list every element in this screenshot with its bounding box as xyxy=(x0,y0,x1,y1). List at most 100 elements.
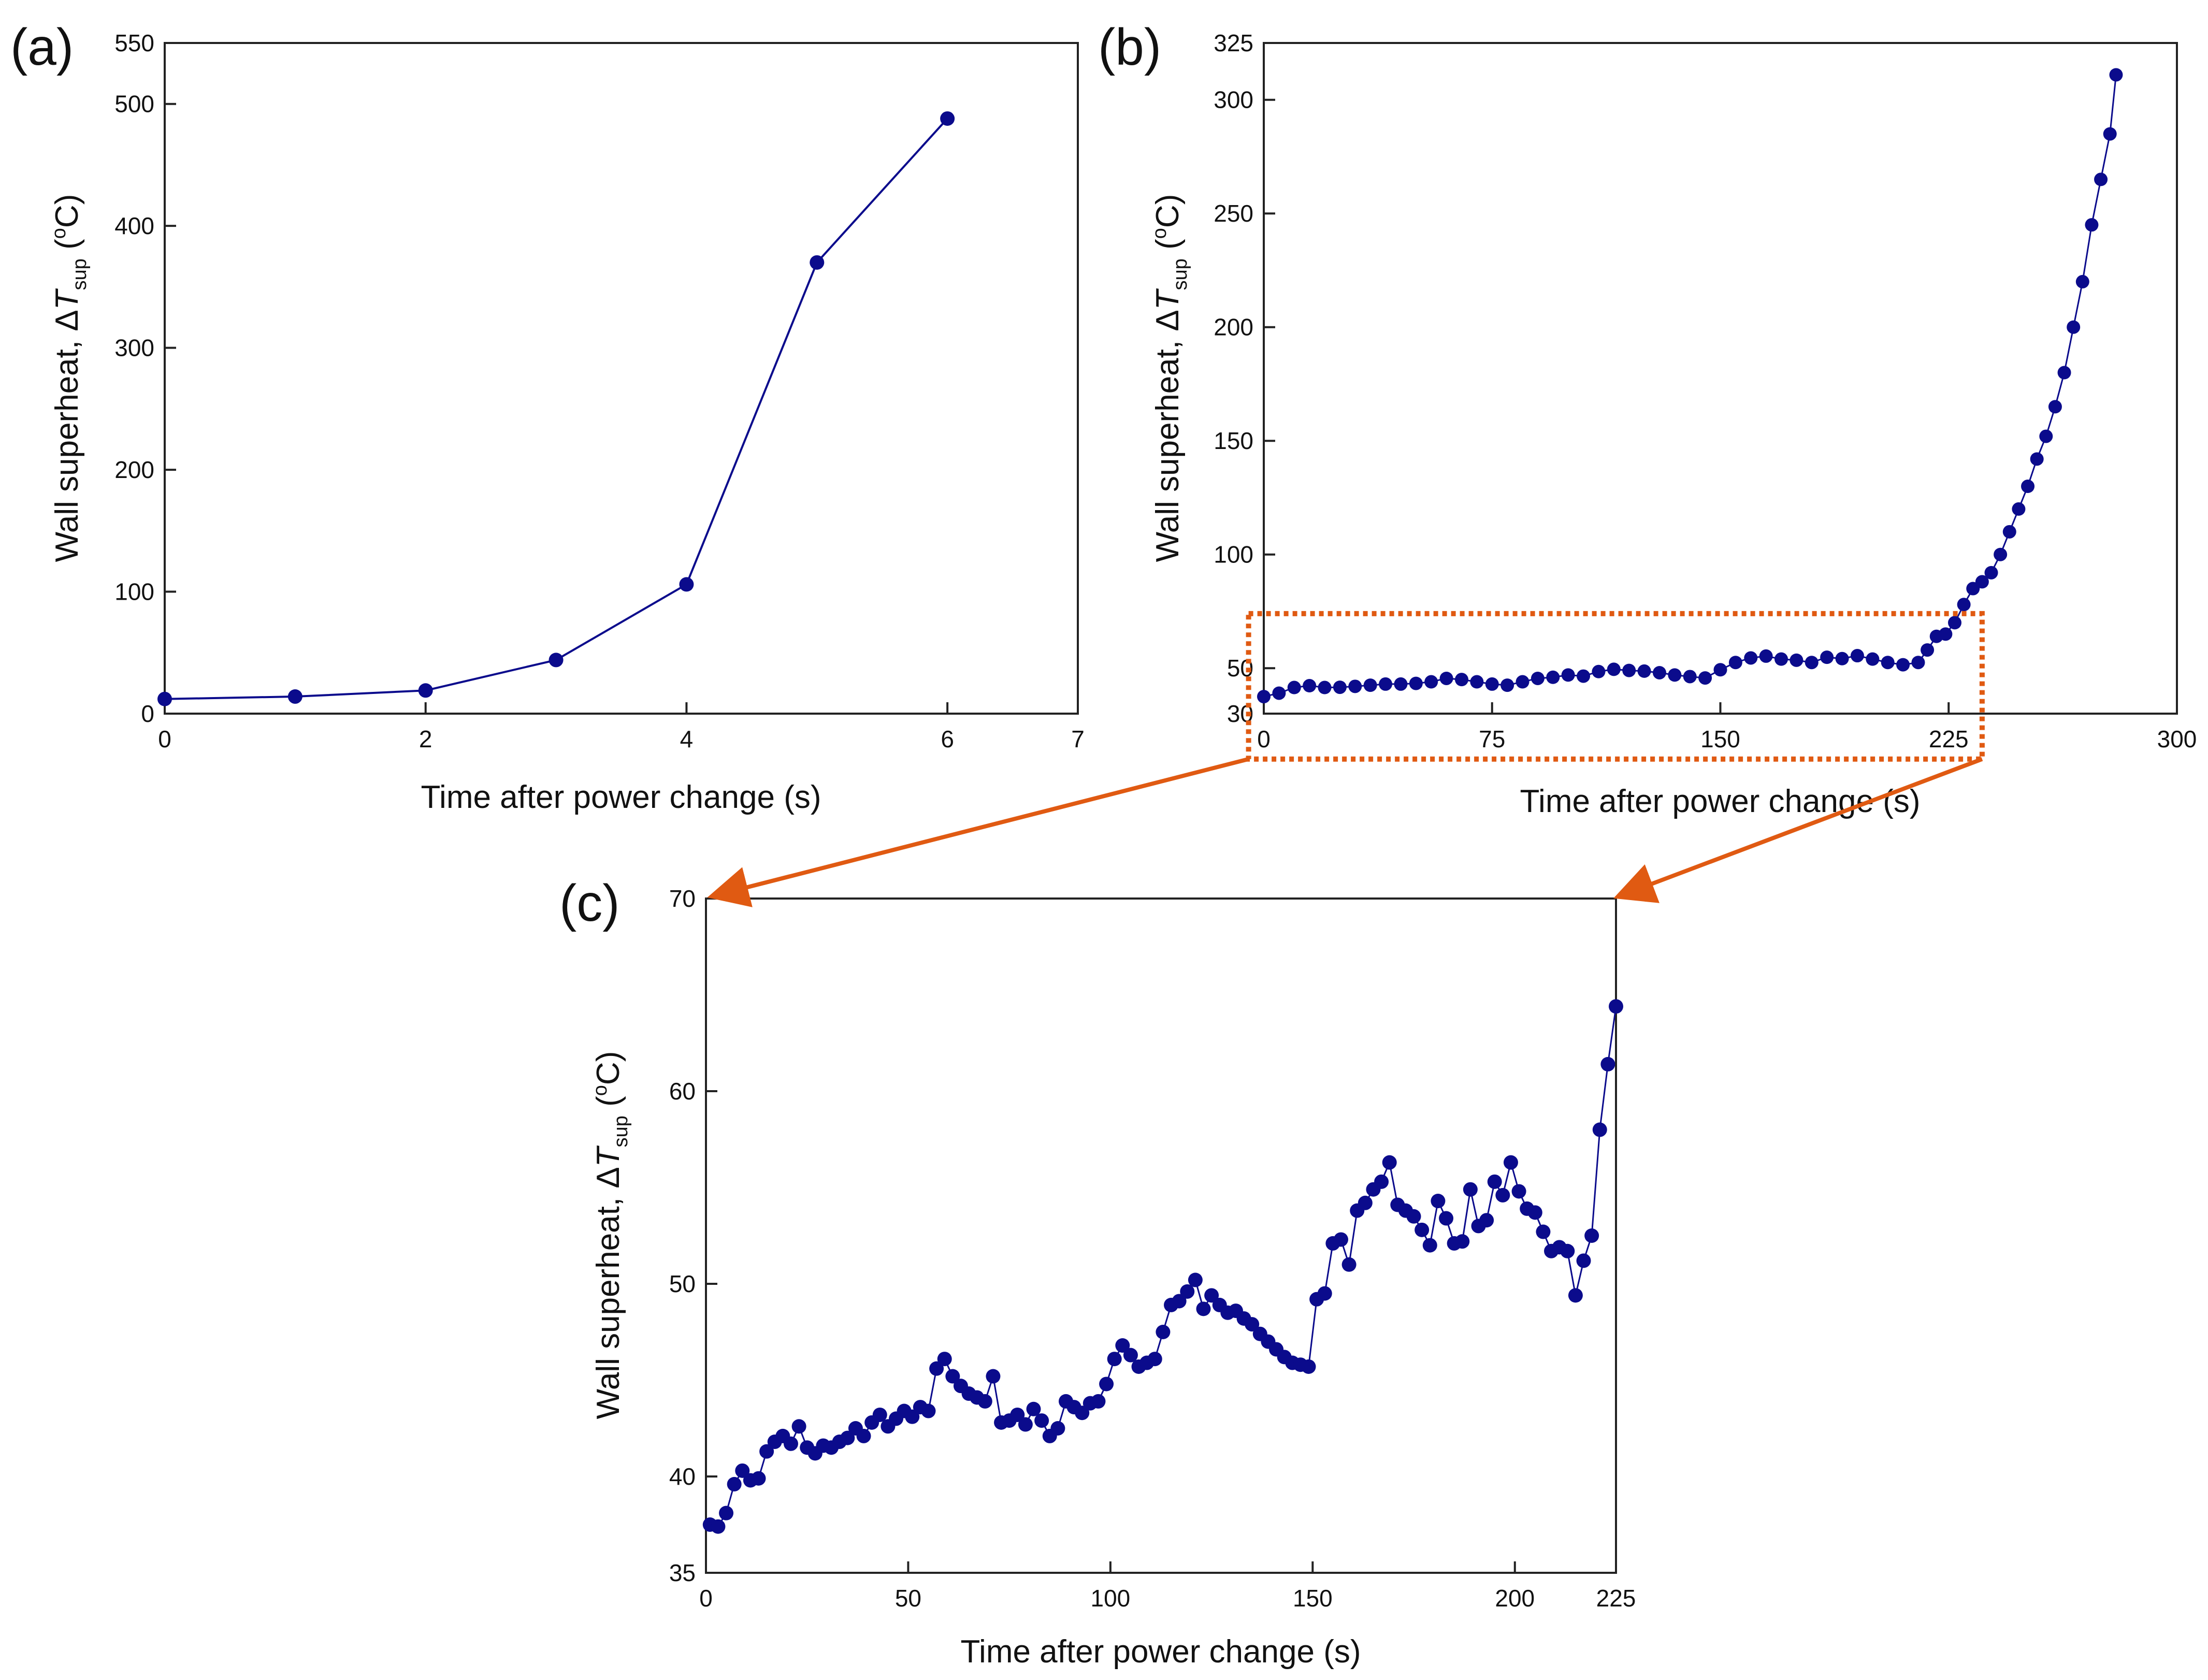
chart-c: (c) 0 50 100 150 200 225 35 40 50 60 70 Time after… xyxy=(559,874,1636,1670)
data-point-b xyxy=(1957,598,1971,612)
data-point-b xyxy=(1363,678,1377,692)
x-tick-label-b: 150 xyxy=(1700,726,1740,752)
zoom-box-b xyxy=(1246,611,1985,762)
data-point-b xyxy=(1439,671,1453,685)
data-point-b xyxy=(1637,664,1651,678)
data-point-b xyxy=(1318,680,1332,694)
data-point-c xyxy=(1609,999,1623,1014)
data-point-c xyxy=(1439,1211,1454,1226)
data-point-b xyxy=(1531,671,1545,685)
y-tick-label-a: 550 xyxy=(114,30,154,56)
data-point-c xyxy=(1050,1421,1065,1436)
data-point-c xyxy=(1091,1394,1106,1409)
data-point-b xyxy=(1516,675,1529,689)
x-axis-title-b: Time after power change (s) xyxy=(1520,784,1920,819)
data-point-c xyxy=(1245,1317,1260,1332)
data-point-c xyxy=(727,1476,742,1491)
data-point-b xyxy=(1896,658,1910,672)
zoom-connectors xyxy=(707,757,1983,907)
data-point-b xyxy=(2039,429,2053,443)
data-point-b xyxy=(2103,127,2117,141)
x-tick-label-c: 150 xyxy=(1293,1585,1333,1612)
x-tick-label-a: 7 xyxy=(1071,726,1085,752)
data-point-a xyxy=(679,577,694,592)
plot-frame-a xyxy=(164,42,1079,715)
y-tick-label-a: 300 xyxy=(114,335,154,361)
panel-label-a: (a) xyxy=(10,18,74,76)
data-point-c xyxy=(986,1369,1001,1384)
data-point-c xyxy=(1107,1352,1122,1367)
data-point-b xyxy=(1805,656,1819,670)
x-tick-label-c: 0 xyxy=(699,1585,713,1612)
data-point-b xyxy=(1577,669,1591,683)
data-point-b xyxy=(1546,670,1560,684)
data-point-b xyxy=(1975,575,1989,589)
data-point-c xyxy=(1196,1301,1211,1316)
data-point-a xyxy=(157,691,172,706)
data-point-b xyxy=(1759,649,1773,663)
data-point-c xyxy=(1123,1348,1138,1363)
data-point-c xyxy=(1382,1155,1397,1170)
x-axis-title-a: Time after power change (s) xyxy=(421,779,821,815)
data-point-c xyxy=(1115,1338,1130,1353)
x-axis-title-c: Time after power change (s) xyxy=(960,1634,1361,1670)
data-point-b xyxy=(1592,664,1606,678)
x-tick-label-b: 300 xyxy=(2157,726,2197,752)
ticks-c: 0 50 100 150 200 225 35 40 50 60 70 xyxy=(669,885,1636,1612)
data-point-c xyxy=(1333,1232,1348,1247)
data-point-c xyxy=(1147,1352,1162,1367)
data-point-c xyxy=(1511,1184,1526,1199)
data-point-c xyxy=(1592,1122,1607,1137)
data-point-b xyxy=(1866,652,1880,666)
data-point-b xyxy=(1409,676,1423,690)
chart-a: (a) 0 2 4 6 7 0 100 200 300 400 500 550 Time after … xyxy=(10,18,1085,815)
data-point-b xyxy=(1607,662,1621,676)
data-point-b xyxy=(1921,643,1935,657)
data-point-b xyxy=(1668,668,1682,682)
data-point-c xyxy=(929,1361,944,1376)
y-axis-title-c: Wall superheat, ΔTsup (oC) xyxy=(589,1051,632,1420)
data-point-a xyxy=(940,111,955,126)
data-point-c xyxy=(872,1407,887,1422)
y-tick-label-a: 500 xyxy=(114,91,154,118)
data-point-c xyxy=(1034,1413,1049,1428)
y-tick-label-a: 100 xyxy=(114,578,154,605)
data-point-b xyxy=(2012,502,2026,516)
data-point-b xyxy=(1333,680,1347,694)
data-point-c xyxy=(1455,1234,1470,1249)
x-tick-label-c: 100 xyxy=(1091,1585,1131,1612)
data-point-c xyxy=(1584,1228,1599,1243)
data-point-b xyxy=(2030,452,2044,466)
y-tick-label-b: 150 xyxy=(1214,427,1253,454)
data-point-a xyxy=(287,689,302,704)
y-axis-title-a: Wall superheat, ΔTsup (oC) xyxy=(48,194,91,562)
data-point-b xyxy=(2057,366,2071,380)
data-point-c xyxy=(1026,1401,1041,1416)
data-point-c xyxy=(840,1430,855,1445)
data-point-b xyxy=(2094,172,2108,186)
series-b xyxy=(1257,68,2123,704)
y-tick-label-c: 60 xyxy=(669,1078,696,1105)
data-point-c xyxy=(1301,1359,1316,1374)
data-point-b xyxy=(1485,677,1499,691)
x-tick-label-b: 75 xyxy=(1479,726,1505,752)
zoom-rectangle xyxy=(1246,611,1985,762)
plot-frame-c xyxy=(705,897,1617,1574)
y-tick-label-b: 200 xyxy=(1214,314,1253,341)
y-tick-label-a: 200 xyxy=(114,456,154,483)
data-point-b xyxy=(1713,663,1727,677)
data-point-c xyxy=(1560,1243,1575,1258)
data-point-a xyxy=(810,255,825,270)
data-point-c xyxy=(1204,1288,1219,1303)
data-point-c xyxy=(1495,1187,1510,1203)
x-tick-label-b: 225 xyxy=(1929,726,1969,752)
x-tick-label-b: 0 xyxy=(1257,726,1271,752)
data-point-c xyxy=(977,1394,992,1409)
data-point-b xyxy=(1622,663,1636,677)
data-point-c xyxy=(1075,1406,1090,1421)
data-point-b xyxy=(1698,671,1712,685)
data-point-b xyxy=(1850,649,1864,663)
